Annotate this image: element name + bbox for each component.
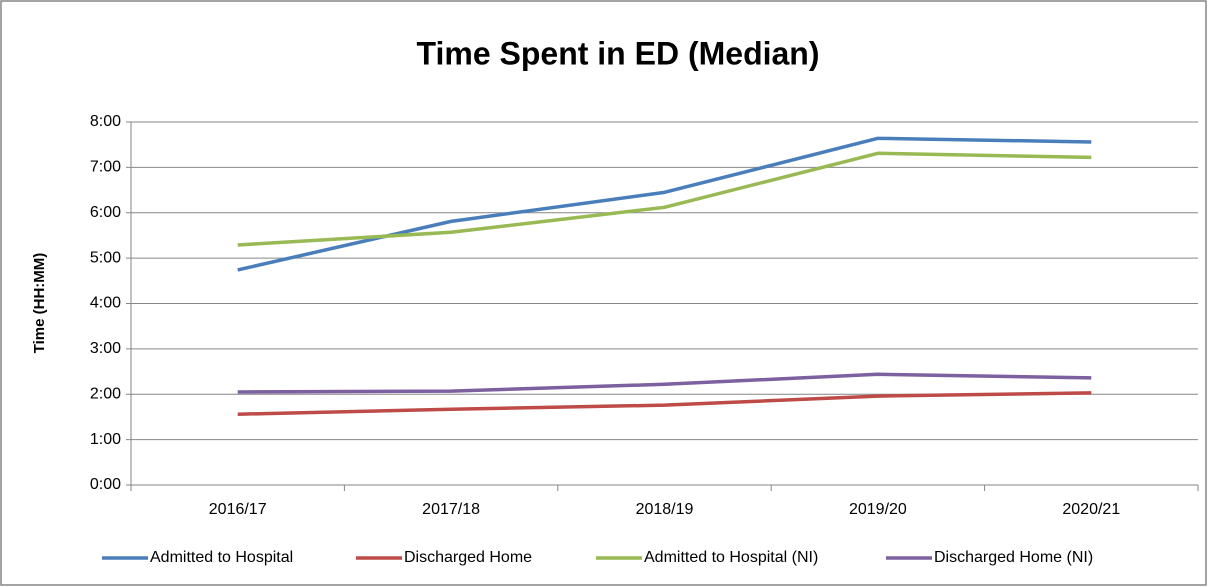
x-tick-label: 2017/18 xyxy=(422,501,480,518)
legend-label: Discharged Home (NI) xyxy=(934,549,1093,566)
x-tick-label: 2016/17 xyxy=(209,501,267,518)
series-line xyxy=(237,151,1092,247)
chart-title: Time Spent in ED (Median) xyxy=(417,35,820,71)
legend-label: Discharged Home xyxy=(404,549,532,566)
y-tick-label: 4:00 xyxy=(90,295,121,312)
legend-label: Admitted to Hospital xyxy=(150,549,293,566)
y-tick-label: 2:00 xyxy=(90,385,121,402)
y-tick-label: 0:00 xyxy=(90,476,121,493)
y-tick-label: 6:00 xyxy=(90,204,121,221)
series-line xyxy=(237,372,1092,394)
x-tick-label: 2019/20 xyxy=(849,501,907,518)
y-tick-label: 5:00 xyxy=(90,249,121,266)
y-tick-label: 1:00 xyxy=(90,431,121,448)
series-line xyxy=(237,391,1092,416)
x-tick-label: 2020/21 xyxy=(1062,501,1120,518)
y-tick-label: 7:00 xyxy=(90,159,121,176)
y-tick-label: 8:00 xyxy=(90,113,121,130)
x-tick-label: 2018/19 xyxy=(636,501,694,518)
legend-label: Admitted to Hospital (NI) xyxy=(644,549,818,566)
y-axis-label: Time (HH:MM) xyxy=(31,253,48,354)
y-tick-label: 3:00 xyxy=(90,340,121,357)
